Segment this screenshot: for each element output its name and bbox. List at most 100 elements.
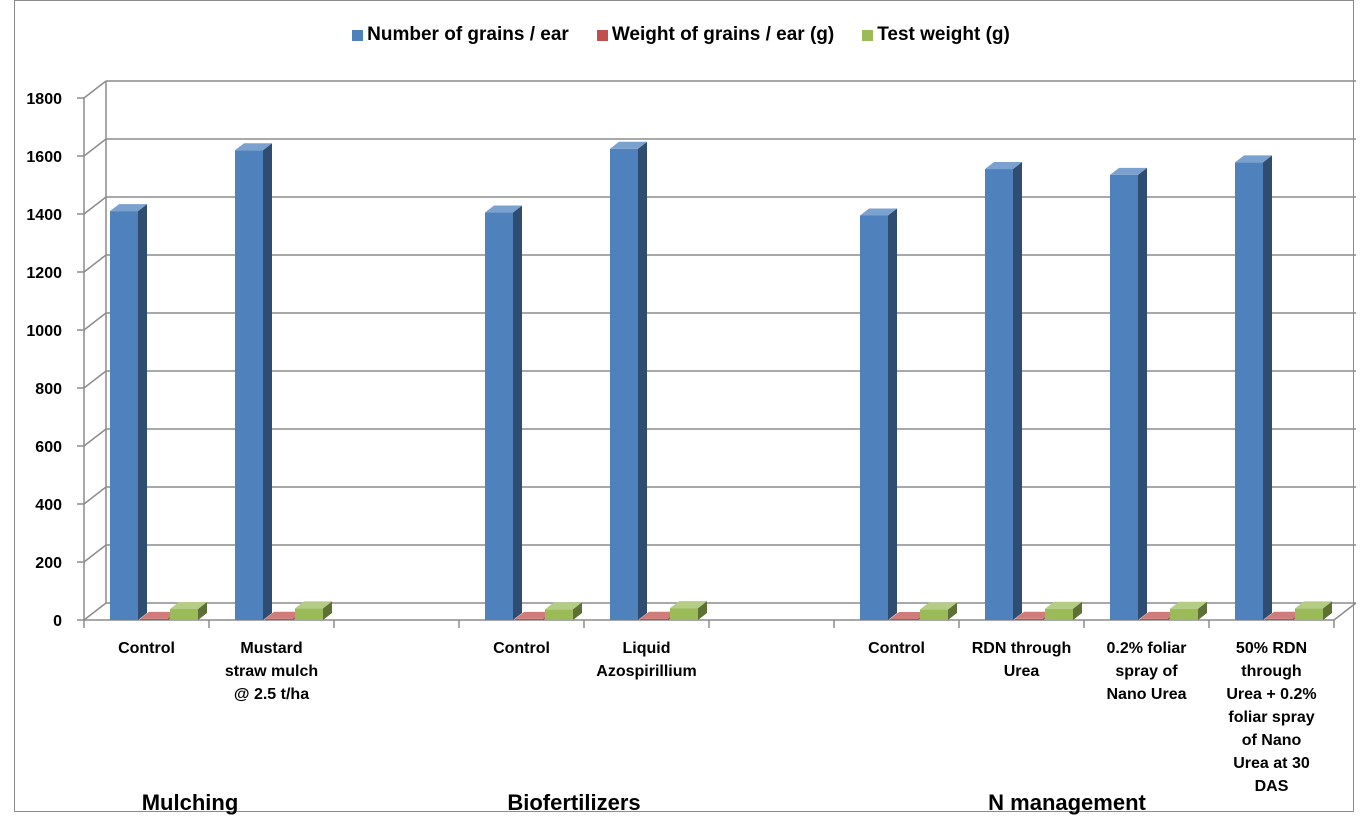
bar-0-side bbox=[513, 205, 522, 621]
y-tick-label: 0 bbox=[53, 613, 62, 630]
category-label: Urea + 0.2% bbox=[1226, 686, 1316, 703]
bar-1-front bbox=[890, 618, 918, 620]
y-tick-label: 1000 bbox=[26, 323, 62, 340]
category-label: 0.2% foliar bbox=[1106, 640, 1186, 657]
bar-2-top bbox=[920, 602, 957, 610]
bar-2-front bbox=[1045, 608, 1073, 620]
bar-1-front bbox=[140, 618, 168, 620]
bar-0-front bbox=[110, 211, 138, 620]
bar-1-top bbox=[1265, 611, 1302, 619]
legend-label-test-weight: Test weight (g) bbox=[877, 24, 1010, 45]
bar-1-top bbox=[1140, 611, 1177, 619]
category-label: 50% RDN bbox=[1236, 640, 1307, 657]
bar-1-front bbox=[640, 618, 668, 620]
group-label: Biofertilizers bbox=[507, 790, 640, 815]
category-label: Control bbox=[118, 640, 175, 657]
bar-0-front bbox=[860, 215, 888, 620]
legend-label-weight: Weight of grains / ear (g) bbox=[611, 24, 835, 45]
bar-2-top bbox=[670, 601, 707, 609]
y-tick-label: 600 bbox=[35, 439, 62, 456]
bar-2-front bbox=[670, 608, 698, 620]
bar-0-side bbox=[1263, 155, 1272, 620]
legend-label-grains: Number of grains / ear bbox=[367, 24, 569, 45]
chart-legend: Number of grains / ear Weight of grains … bbox=[0, 20, 1362, 50]
bar-2-front bbox=[920, 609, 948, 620]
y-tick-label: 1400 bbox=[26, 207, 62, 224]
category-label: Control bbox=[868, 640, 925, 657]
y-tick-label: 1600 bbox=[26, 149, 62, 166]
gridline-side bbox=[83, 486, 107, 505]
category-label: Mustard bbox=[240, 640, 302, 657]
bar-0-top bbox=[860, 208, 897, 216]
bar-1-top bbox=[140, 611, 177, 619]
category-label: of Nano bbox=[1242, 732, 1302, 749]
gridline-side bbox=[83, 370, 107, 389]
category-label: Control bbox=[493, 640, 550, 657]
category-label: straw mulch bbox=[225, 663, 318, 680]
y-tick-label: 200 bbox=[35, 555, 62, 572]
y-tick-label: 1200 bbox=[26, 265, 62, 282]
bar-0-top bbox=[610, 141, 647, 149]
bar-2-top bbox=[1295, 601, 1332, 609]
bar-1-front bbox=[1140, 618, 1168, 620]
bar-2-side bbox=[948, 602, 957, 620]
bar-1-front bbox=[515, 618, 543, 620]
legend-swatch-grains bbox=[352, 29, 364, 41]
legend-item-test-weight: Test weight (g) bbox=[862, 24, 1010, 46]
category-label: DAS bbox=[1255, 778, 1289, 795]
bar-0-front bbox=[1235, 162, 1263, 620]
category-label: Liquid bbox=[623, 640, 671, 657]
gridline-side bbox=[83, 544, 107, 563]
legend-item-weight: Weight of grains / ear (g) bbox=[596, 24, 835, 46]
bar-1-top bbox=[890, 611, 927, 619]
bar-1-top bbox=[640, 611, 677, 619]
bar-0-side bbox=[638, 141, 647, 620]
bar-0-front bbox=[485, 212, 513, 621]
bar-2-front bbox=[295, 608, 323, 620]
bar-2-top bbox=[1045, 601, 1082, 609]
category-label: RDN through bbox=[972, 640, 1072, 657]
bar-0-top bbox=[1110, 167, 1147, 175]
category-label: Azospirillium bbox=[596, 663, 696, 680]
y-tick-label: 800 bbox=[35, 381, 62, 398]
legend-item-grains: Number of grains / ear bbox=[352, 24, 569, 46]
gridline-side bbox=[83, 428, 107, 447]
gridline-side bbox=[83, 312, 107, 331]
bar-0-front bbox=[610, 148, 638, 620]
bar-0-side bbox=[263, 143, 272, 620]
bar-2-side bbox=[698, 601, 707, 620]
gridline-side bbox=[83, 254, 107, 273]
bar-0-top bbox=[985, 162, 1022, 170]
category-label: through bbox=[1241, 663, 1301, 680]
bar-2-front bbox=[170, 608, 198, 620]
group-label: Mulching bbox=[142, 790, 239, 815]
category-label: spray of bbox=[1115, 663, 1178, 680]
category-label: Urea at 30 bbox=[1233, 755, 1310, 772]
bar-2-side bbox=[573, 602, 582, 620]
gridline-side bbox=[83, 602, 107, 621]
gridline-side bbox=[83, 196, 107, 215]
bar-2-top bbox=[545, 602, 582, 610]
gridline-side bbox=[83, 80, 107, 99]
category-label: foliar spray bbox=[1228, 709, 1314, 726]
bar-0-top bbox=[235, 143, 272, 151]
bar-2-side bbox=[1198, 601, 1207, 620]
bar-2-front bbox=[1295, 608, 1323, 620]
y-tick-label: 400 bbox=[35, 497, 62, 514]
legend-swatch-test-weight bbox=[862, 29, 874, 41]
bar-2-side bbox=[198, 601, 207, 620]
bar-0-top bbox=[1235, 155, 1272, 163]
bar-0-side bbox=[1013, 162, 1022, 621]
bar-0-side bbox=[138, 204, 147, 620]
bar-0-front bbox=[1110, 174, 1138, 620]
bar-0-front bbox=[235, 150, 263, 620]
gridline-side bbox=[83, 138, 107, 157]
bar-0-top bbox=[485, 205, 522, 213]
bar-1-top bbox=[1015, 611, 1052, 619]
bar-0-side bbox=[1138, 167, 1147, 620]
category-label: Urea bbox=[1004, 663, 1040, 680]
bar-2-side bbox=[1323, 601, 1332, 620]
bar-2-front bbox=[1170, 608, 1198, 620]
category-label: Nano Urea bbox=[1106, 686, 1186, 703]
